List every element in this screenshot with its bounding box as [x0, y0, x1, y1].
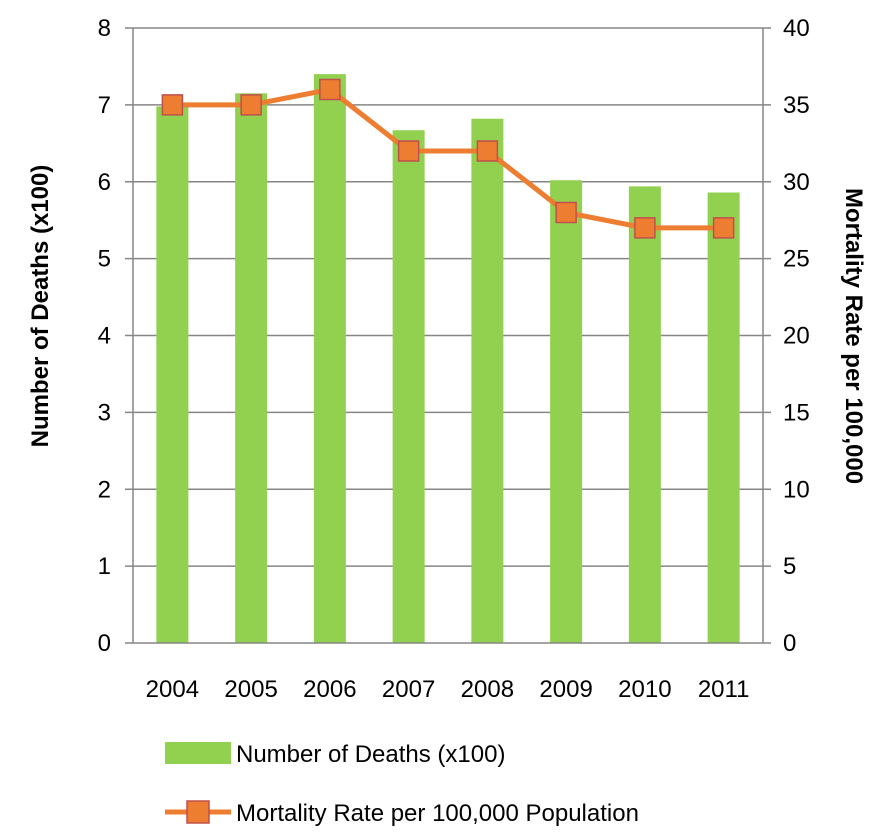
- legend: Number of Deaths (x100) Mortality Rate p…: [165, 741, 639, 827]
- line-series: [161, 78, 735, 239]
- y-right-tick-label: 20: [783, 323, 810, 350]
- y-left-tick-label: 7: [98, 92, 111, 119]
- tick-labels: 0 1 2 3 4 5 6 7 8 0 5 10 15 20 25 30 35 40 2004 2005 2006 200…: [98, 15, 810, 703]
- bar-2009: [550, 180, 583, 643]
- y-right-tick-label: 30: [783, 169, 810, 196]
- bar-2007: [392, 130, 425, 643]
- bar-2011: [707, 192, 740, 643]
- mortality-point-2007: [397, 140, 420, 162]
- y-right-tick-label: 5: [783, 553, 796, 580]
- bar-series: [156, 74, 740, 644]
- y-right-tick-label: 0: [783, 630, 796, 657]
- x-tick-label: 2004: [146, 676, 199, 703]
- x-tick-label: 2009: [539, 676, 592, 703]
- legend-bar-swatch: [165, 742, 231, 764]
- bar-2010: [628, 186, 661, 644]
- legend-item-mortality: Mortality Rate per 100,000 Population: [165, 800, 639, 827]
- axes: [125, 27, 771, 644]
- legend-item-deaths: Number of Deaths (x100): [165, 741, 505, 768]
- mortality-point-2005: [240, 94, 262, 116]
- y-left-tick-label: 2: [98, 476, 111, 503]
- y-left-tick-label: 0: [98, 630, 111, 657]
- x-tick-label: 2011: [698, 676, 750, 703]
- y-axis-left-title: Number of Deaths (x100): [27, 165, 54, 448]
- x-tick-label: 2006: [303, 676, 356, 703]
- bar-2008: [471, 118, 504, 643]
- bar-2005: [235, 93, 268, 643]
- y-right-tick-label: 10: [783, 476, 810, 503]
- x-tick-label: 2010: [618, 676, 671, 703]
- mortality-point-2009: [555, 201, 577, 224]
- y-left-tick-label: 6: [98, 169, 111, 196]
- y-right-tick-label: 40: [783, 15, 810, 42]
- y-axis-right-title: Mortality Rate per 100,000: [840, 188, 867, 484]
- y-left-tick-label: 1: [98, 553, 111, 580]
- y-right-tick-label: 35: [783, 92, 810, 119]
- y-right-tick-label: 15: [783, 399, 810, 426]
- legend-marker-swatch: [186, 800, 210, 824]
- mortality-point-2010: [634, 217, 656, 239]
- y-left-tick-label: 3: [98, 399, 111, 426]
- mortality-point-2008: [476, 140, 499, 162]
- x-tick-label: 2007: [382, 676, 435, 703]
- gridlines: [133, 27, 763, 567]
- legend-label-mortality: Mortality Rate per 100,000 Population: [236, 800, 639, 827]
- y-left-tick-label: 5: [98, 246, 111, 273]
- mortality-point-2006: [319, 78, 341, 101]
- bar-2006: [313, 74, 346, 643]
- mortality-point-2011: [712, 217, 735, 239]
- x-tick-label: 2008: [461, 676, 514, 703]
- mortality-line: [169, 87, 727, 231]
- bar-2004: [156, 106, 189, 644]
- x-tick-label: 2005: [224, 676, 277, 703]
- legend-label-deaths: Number of Deaths (x100): [236, 741, 505, 768]
- y-left-tick-label: 4: [98, 323, 111, 350]
- y-right-tick-label: 25: [783, 246, 810, 273]
- y-left-tick-label: 8: [98, 15, 111, 42]
- mortality-point-2004: [161, 94, 184, 116]
